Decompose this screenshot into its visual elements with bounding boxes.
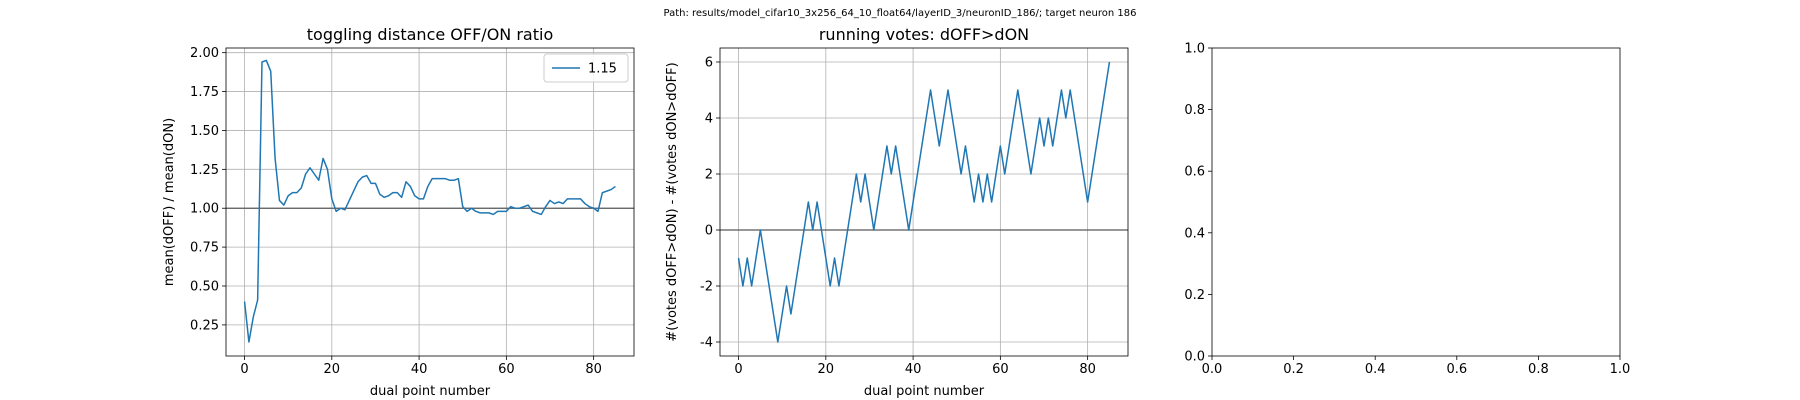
x-axis-label: dual point number <box>370 384 491 399</box>
y-tick-label: 1.0 <box>1184 42 1205 57</box>
y-tick-label: 1.00 <box>190 202 219 217</box>
y-tick-label: 0.6 <box>1184 165 1205 180</box>
y-tick-label: 6 <box>705 56 713 71</box>
y-tick-label: 1.50 <box>190 124 219 139</box>
x-tick-label: 80 <box>1079 362 1096 377</box>
y-tick-label: 0.50 <box>190 280 219 295</box>
y-tick-label: 0 <box>705 224 713 239</box>
chart-title: toggling distance OFF/ON ratio <box>307 25 553 44</box>
x-tick-label: 80 <box>585 362 602 377</box>
x-tick-label: 40 <box>411 362 428 377</box>
y-tick-label: -2 <box>700 280 713 295</box>
votes-chart: 0 20 40 60 80 -4 -2 0 2 4 6 running votes: dOFF>dON… <box>665 25 1129 399</box>
x-tick-label: 0.6 <box>1446 362 1467 377</box>
y-tick-label: 0.75 <box>190 241 219 256</box>
y-axis-label: mean(dOFF) / mean(dON) <box>162 118 177 286</box>
x-tick-label: 0 <box>240 362 248 377</box>
x-tick-label: 20 <box>818 362 835 377</box>
empty-chart: 0.0 0.2 0.4 0.6 0.8 1.0 0.0 0.2 0.4 0.6 0.8 1.0 <box>1184 42 1630 378</box>
x-tick-label: 0 <box>734 362 742 377</box>
y-tick-label: 0.25 <box>190 318 219 333</box>
x-tick-label: 40 <box>905 362 922 377</box>
y-tick-label: 1.75 <box>190 85 219 100</box>
chart-title: running votes: dOFF>dON <box>819 25 1029 44</box>
y-tick-label: -4 <box>700 336 713 351</box>
y-tick-label: 2 <box>705 168 713 183</box>
y-tick-label: 0.8 <box>1184 103 1205 118</box>
x-tick-label: 20 <box>324 362 341 377</box>
x-tick-label: 1.0 <box>1610 362 1631 377</box>
series-line <box>737 61 1111 343</box>
y-tick-label: 0.4 <box>1184 226 1205 241</box>
x-tick-label: 60 <box>992 362 1009 377</box>
plot-frame <box>1211 47 1621 357</box>
legend-label: 1.15 <box>588 62 617 77</box>
y-tick-label: 2.00 <box>190 46 219 61</box>
plot-frame <box>225 47 635 357</box>
ratio-chart: 0 20 40 60 80 0.25 0.50 0.75 1.00 1.25 1.50 1.75 2.0… <box>162 25 635 399</box>
plot-frame <box>719 47 1129 357</box>
legend-box <box>543 53 629 83</box>
y-tick-label: 4 <box>705 112 713 127</box>
x-tick-label: 0.0 <box>1202 362 1223 377</box>
x-axis-label: dual point number <box>864 384 985 399</box>
x-tick-label: 0.2 <box>1283 362 1304 377</box>
legend: 1.15 <box>543 53 629 83</box>
y-tick-label: 1.25 <box>190 163 219 178</box>
series-line <box>243 59 616 343</box>
x-tick-label: 60 <box>498 362 515 377</box>
y-tick-label: 0.2 <box>1184 288 1205 303</box>
y-tick-label: 0.0 <box>1184 350 1205 365</box>
x-tick-label: 0.8 <box>1528 362 1549 377</box>
x-tick-label: 0.4 <box>1365 362 1386 377</box>
figure-suptitle: Path: results/model_cifar10_3x256_64_10_… <box>664 8 1137 19</box>
y-axis-label: #(votes dOFF>dON) - #(votes dON>dOFF) <box>665 62 680 341</box>
